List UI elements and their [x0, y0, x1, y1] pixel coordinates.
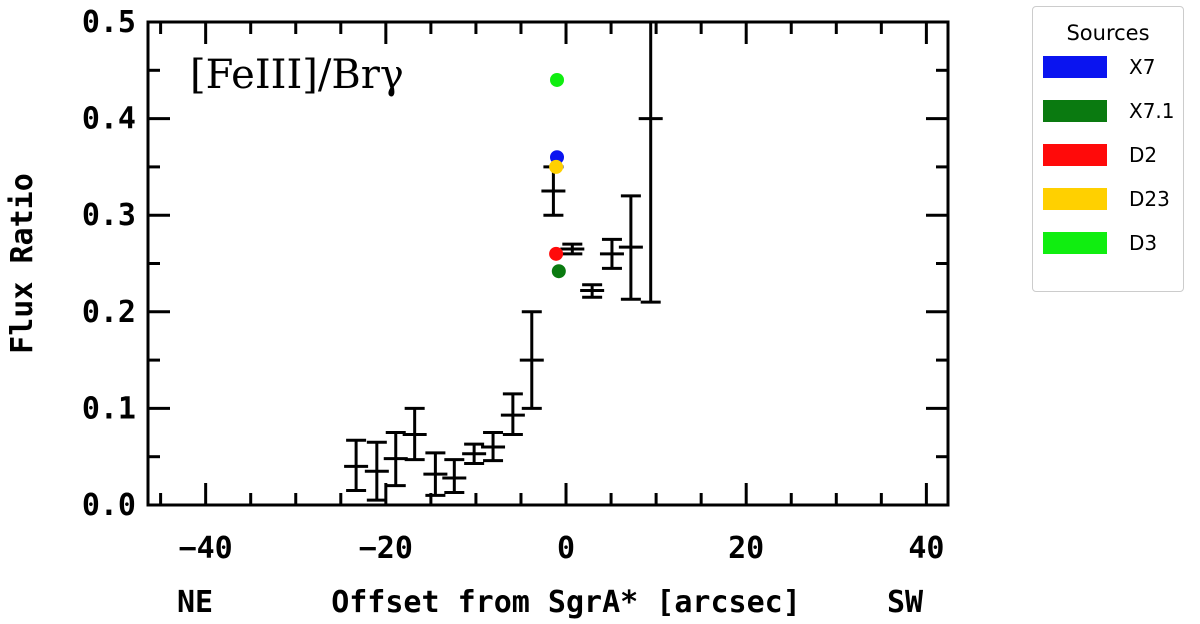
data-point-errorbar: [541, 165, 566, 217]
legend-swatch: [1043, 232, 1107, 254]
legend: Sources X7 X7.1 D2 D23 D3: [1032, 6, 1184, 292]
source-point-x7-1: [551, 264, 566, 279]
data-point-errorbar: [519, 310, 544, 410]
legend-label: X7: [1129, 55, 1156, 79]
legend-label: D23: [1129, 187, 1170, 211]
legend-title: Sources: [1066, 21, 1150, 45]
data-point-errorbar: [462, 442, 487, 465]
x-axis-label: Offset from SgrA* [arcsec]: [331, 585, 801, 620]
x-tick-label: −20: [359, 531, 413, 566]
data-point-errorbar: [344, 438, 369, 493]
legend-label: D3: [1129, 231, 1158, 255]
data-point-errorbar: [599, 237, 624, 270]
data-point-errorbar: [423, 451, 448, 497]
data-point-errorbar: [560, 242, 585, 256]
x-tick-label: 0: [557, 531, 575, 566]
y-tick-label: 0.5: [82, 5, 136, 40]
data-point-errorbar: [364, 440, 389, 502]
y-tick-label: 0.4: [82, 102, 136, 137]
data-point-errorbar: [638, 20, 663, 304]
legend-label: D2: [1129, 143, 1158, 167]
data-point-errorbar: [481, 431, 506, 463]
legend-swatch: [1043, 100, 1107, 122]
data-point-errorbar: [618, 194, 643, 301]
y-tick-label: 0.2: [82, 295, 136, 330]
chart-title: [FeIII]/Brγ: [190, 52, 404, 98]
data-point-errorbar: [500, 392, 525, 436]
data-point-errorbar: [442, 458, 467, 494]
source-point-d3: [550, 72, 565, 87]
y-tick-label: 0.3: [82, 198, 136, 233]
x-tick-label: 20: [728, 531, 764, 566]
x-tick-label: 40: [908, 531, 944, 566]
legend-swatch: [1043, 56, 1107, 78]
legend-label: X7.1: [1129, 99, 1175, 123]
y-axis-label: Flux Ratio: [5, 173, 40, 354]
legend-item: D3: [1043, 221, 1183, 265]
y-tick-label: 0.1: [82, 391, 136, 426]
data-point-errorbar: [383, 431, 408, 488]
x-tick-label: −40: [179, 531, 233, 566]
legend-item: D2: [1043, 133, 1183, 177]
legend-item: D23: [1043, 177, 1183, 221]
x-axis-label: SW: [887, 585, 924, 620]
source-point-d2: [549, 246, 564, 261]
data-point-errorbar: [402, 406, 427, 462]
legend-item: X7: [1043, 45, 1183, 89]
source-point-d23: [549, 159, 564, 174]
legend-swatch: [1043, 144, 1107, 166]
data-point-errorbar: [580, 283, 605, 299]
y-tick-label: 0.0: [82, 488, 136, 523]
legend-swatch: [1043, 188, 1107, 210]
x-axis-label: NE: [177, 585, 213, 620]
legend-item: X7.1: [1043, 89, 1183, 133]
